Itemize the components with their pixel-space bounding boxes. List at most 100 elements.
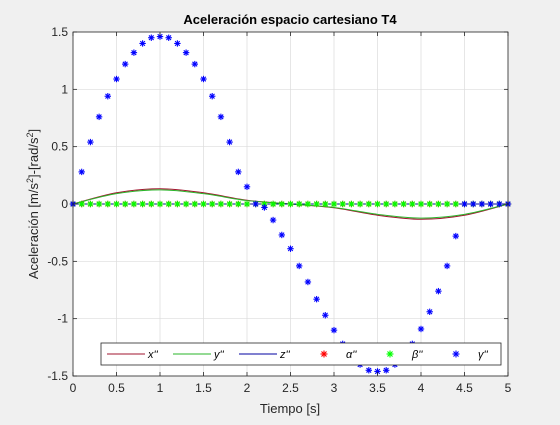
series-5-point xyxy=(496,200,503,208)
series-4-markers xyxy=(69,200,512,208)
star-stroke xyxy=(331,327,337,333)
series-5-point xyxy=(95,113,103,121)
series-5-point xyxy=(287,245,294,252)
series-5-point xyxy=(174,40,181,47)
star-stroke xyxy=(174,40,181,47)
series-5-point xyxy=(200,75,207,83)
x-tick-label: 0 xyxy=(70,381,77,395)
star-stroke xyxy=(427,309,433,315)
series-5-point xyxy=(252,200,259,208)
star-stroke xyxy=(148,35,154,41)
star-stroke xyxy=(79,169,85,175)
star-stroke xyxy=(331,201,337,207)
series-4-point xyxy=(426,200,433,208)
star-stroke xyxy=(113,201,120,207)
star-stroke xyxy=(400,201,407,207)
star-stroke xyxy=(461,201,468,207)
x-tick-label: 2.5 xyxy=(282,381,299,395)
legend-item: y'' xyxy=(173,349,225,361)
y-tick-label: -1 xyxy=(57,312,68,326)
star-stroke xyxy=(366,367,372,373)
star-stroke xyxy=(348,201,355,207)
series-4-point xyxy=(78,200,85,208)
series-4-point xyxy=(452,200,459,208)
star-stroke xyxy=(157,201,163,207)
star-stroke xyxy=(113,76,120,82)
star-stroke xyxy=(435,288,442,294)
star-stroke xyxy=(244,201,250,207)
x-tick-label: 5 xyxy=(505,381,512,395)
series-layer xyxy=(69,33,512,375)
series-5-point xyxy=(182,49,190,56)
legend-item: x'' xyxy=(107,349,159,361)
star-stroke xyxy=(409,201,415,207)
series-4-point xyxy=(269,200,277,208)
x-tick-label: 1 xyxy=(157,381,164,395)
star-stroke xyxy=(322,201,328,207)
star-stroke xyxy=(313,296,320,302)
series-4-point xyxy=(348,200,355,208)
series-5-point xyxy=(383,367,390,374)
series-4-point xyxy=(287,200,294,208)
series-4-point xyxy=(322,200,329,208)
series-5-point xyxy=(269,216,277,224)
star-stroke xyxy=(383,201,389,207)
star-stroke xyxy=(296,263,302,269)
star-stroke xyxy=(305,201,311,207)
star-stroke xyxy=(470,201,476,207)
series-5-point xyxy=(104,93,111,100)
series-4-point xyxy=(122,200,129,208)
y-tick-label: 1.5 xyxy=(51,25,68,39)
series-4-point xyxy=(130,200,138,208)
star-stroke xyxy=(444,201,450,207)
star-stroke xyxy=(496,201,502,207)
series-5-point xyxy=(217,113,225,121)
star-stroke xyxy=(218,114,224,120)
star-stroke xyxy=(487,201,494,207)
y-label-part-1: Aceleración [m/s xyxy=(26,183,41,280)
series-5-point xyxy=(470,200,477,208)
series-5-point xyxy=(330,326,338,334)
series-4-point xyxy=(409,200,416,208)
chart-title: Aceleración espacio cartesiano T4 xyxy=(183,12,397,27)
legend-label: z'' xyxy=(279,349,291,361)
series-4-point xyxy=(304,200,312,208)
series-5-point xyxy=(148,34,155,41)
series-4-point xyxy=(443,200,451,208)
series-5-point xyxy=(261,204,268,211)
legend-label: x'' xyxy=(147,349,159,361)
series-5-point xyxy=(487,200,494,208)
series-4-point xyxy=(365,200,372,208)
star-stroke xyxy=(418,326,424,332)
x-axis-label: Tiempo [s] xyxy=(260,401,320,416)
series-4-point xyxy=(243,200,251,208)
series-5-point xyxy=(322,312,329,319)
star-stroke xyxy=(244,184,250,190)
star-stroke xyxy=(105,93,111,99)
series-4-point xyxy=(209,200,216,208)
series-5-point xyxy=(130,49,138,56)
y-tick-label: 0 xyxy=(61,197,68,211)
series-4-point xyxy=(374,200,381,208)
legend-label: β'' xyxy=(411,349,423,361)
star-stroke xyxy=(192,201,198,207)
series-4-point xyxy=(191,200,198,208)
star-stroke xyxy=(279,232,285,238)
series-5-point xyxy=(426,308,433,315)
star-stroke xyxy=(435,201,442,207)
star-stroke xyxy=(87,201,94,207)
y-label-part-3: ] xyxy=(26,129,41,133)
series-5-point xyxy=(478,200,486,208)
star-stroke xyxy=(166,35,172,41)
series-5-point xyxy=(417,325,425,333)
legend-marker xyxy=(320,350,328,358)
star-stroke xyxy=(253,201,259,207)
star-stroke xyxy=(79,201,85,207)
y-tick-label: 1 xyxy=(61,82,68,96)
star-stroke xyxy=(218,201,224,207)
star-stroke xyxy=(357,201,363,207)
star-stroke xyxy=(209,201,215,207)
y-tick-label: -1.5 xyxy=(47,369,68,383)
series-4-point xyxy=(95,200,103,208)
legend-item: α'' xyxy=(320,349,357,361)
